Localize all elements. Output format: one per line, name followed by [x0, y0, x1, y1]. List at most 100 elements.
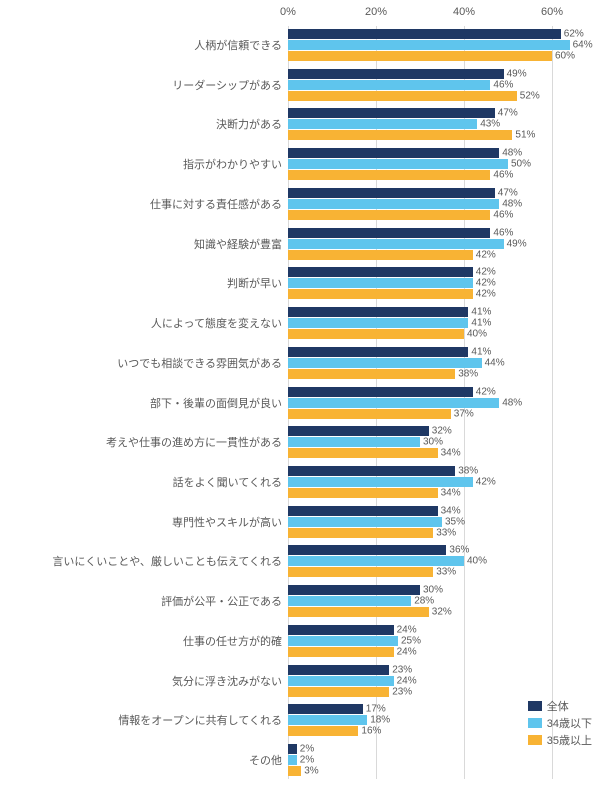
bar-value-label: 24% [394, 675, 417, 686]
category-row: 仕事に対する責任感がある47%48%46% [0, 185, 596, 223]
bar [288, 239, 504, 249]
category-row: 専門性やスキルが高い34%35%33% [0, 503, 596, 541]
bar [288, 210, 490, 220]
bar-value-label: 34% [438, 487, 461, 498]
bar-group: 24%25%24% [288, 622, 596, 660]
bar [288, 704, 363, 714]
category-row: 人柄が信頼できる62%64%60% [0, 26, 596, 64]
bar [288, 148, 499, 158]
bar [288, 625, 394, 635]
bar-value-label: 60% [552, 51, 575, 62]
bar-group: 23%24%23% [288, 662, 596, 700]
plot-area: 人柄が信頼できる62%64%60%リーダーシップがある49%46%52%決断力が… [0, 26, 596, 779]
bar-value-label: 51% [512, 130, 535, 141]
category-label: 仕事に対する責任感がある [150, 196, 282, 212]
category-row: 評価が公平・公正である 30%28%32% [0, 582, 596, 620]
bar-value-label: 46% [490, 227, 513, 238]
bar [288, 159, 508, 169]
bar-value-label: 32% [429, 607, 452, 618]
category-row: リーダーシップがある49%46%52% [0, 66, 596, 104]
category-label: 考えや仕事の進め方に一貫性がある [106, 434, 282, 450]
bar-value-label: 46% [490, 209, 513, 220]
x-axis: 0%20%40%60% [0, 6, 606, 26]
category-row: 決断力がある 47%43% 51% [0, 105, 596, 143]
bar-value-label: 47% [495, 187, 518, 198]
bar [288, 528, 433, 538]
bar [288, 108, 495, 118]
bar-value-label: 42% [473, 476, 496, 487]
bar-value-label: 50% [508, 159, 531, 170]
bar [288, 40, 570, 50]
bar [288, 29, 561, 39]
bar [288, 170, 490, 180]
bar [288, 307, 468, 317]
bar-group: 42%42%42% [288, 264, 596, 302]
bar-group: 30%28%32% [288, 582, 596, 620]
bar-value-label: 46% [490, 170, 513, 181]
bar [288, 448, 438, 458]
bar [288, 409, 451, 419]
bar-value-label: 43% [477, 119, 500, 130]
bar [288, 506, 438, 516]
bar-group: 46%49%42% [288, 225, 596, 263]
bar [288, 426, 429, 436]
bar [288, 585, 420, 595]
bar [288, 687, 389, 697]
bar [288, 607, 429, 617]
bar [288, 477, 473, 487]
category-row: 判断が早い42%42%42% [0, 264, 596, 302]
bar [288, 437, 420, 447]
bar [288, 567, 433, 577]
bar [288, 398, 499, 408]
bar [288, 647, 394, 657]
legend: 全体34歳以下35歳以上 [528, 697, 592, 749]
category-label: 仕事の任せ方が的確 [183, 633, 282, 649]
bar-group: 36%40%33% [288, 542, 596, 580]
bar-value-label: 2% [297, 744, 314, 755]
bar [288, 466, 455, 476]
bar-value-label: 16% [358, 726, 381, 737]
bar-value-label: 33% [433, 567, 456, 578]
legend-swatch [528, 701, 542, 711]
bar-value-label: 28% [411, 596, 434, 607]
bar-value-label: 42% [473, 267, 496, 278]
bar-value-label: 34% [438, 448, 461, 459]
bar-value-label: 37% [451, 408, 474, 419]
bar [288, 766, 301, 776]
category-row: 部下・後輩の面倒見が良い42%48%37% [0, 384, 596, 422]
bar-value-label: 44% [482, 357, 505, 368]
bar-value-label: 42% [473, 386, 496, 397]
bar [288, 199, 499, 209]
bar-group: 41%41%40% [288, 304, 596, 342]
bar [288, 665, 389, 675]
category-label: 評価が公平・公正である [161, 593, 282, 609]
bar [288, 488, 438, 498]
category-row: 指示がわかりやすい48%50%46% [0, 145, 596, 183]
bar-value-label: 30% [420, 437, 443, 448]
bar-value-label: 52% [517, 90, 540, 101]
bar-value-label: 62% [561, 29, 584, 40]
bar-value-label: 3% [301, 766, 318, 777]
bar-value-label: 24% [394, 646, 417, 657]
grouped-bar-chart: 0%20%40%60% 人柄が信頼できる62%64%60%リーダーシップがある4… [0, 0, 606, 787]
category-row: 言いにくいことや、厳しいことも伝えてくれる36%40%33% [0, 542, 596, 580]
bar-value-label: 64% [570, 40, 593, 51]
bar [288, 130, 512, 140]
bar [288, 726, 358, 736]
bar-value-label: 47% [495, 108, 518, 119]
bar-value-label: 38% [455, 368, 478, 379]
category-label: 指示がわかりやすい [183, 156, 282, 172]
x-axis-tick-label: 0% [280, 6, 296, 18]
legend-item: 35歳以上 [528, 732, 592, 748]
legend-label: 35歳以上 [547, 732, 592, 748]
bar-value-label: 41% [468, 318, 491, 329]
bar [288, 318, 468, 328]
bar-value-label: 24% [394, 624, 417, 635]
bar [288, 228, 490, 238]
bar [288, 278, 473, 288]
legend-item: 全体 [528, 698, 592, 714]
bar-value-label: 38% [455, 465, 478, 476]
bar-value-label: 46% [490, 79, 513, 90]
category-label: 決断力がある [216, 116, 282, 132]
category-label: 人によって態度を変えない [151, 315, 282, 331]
